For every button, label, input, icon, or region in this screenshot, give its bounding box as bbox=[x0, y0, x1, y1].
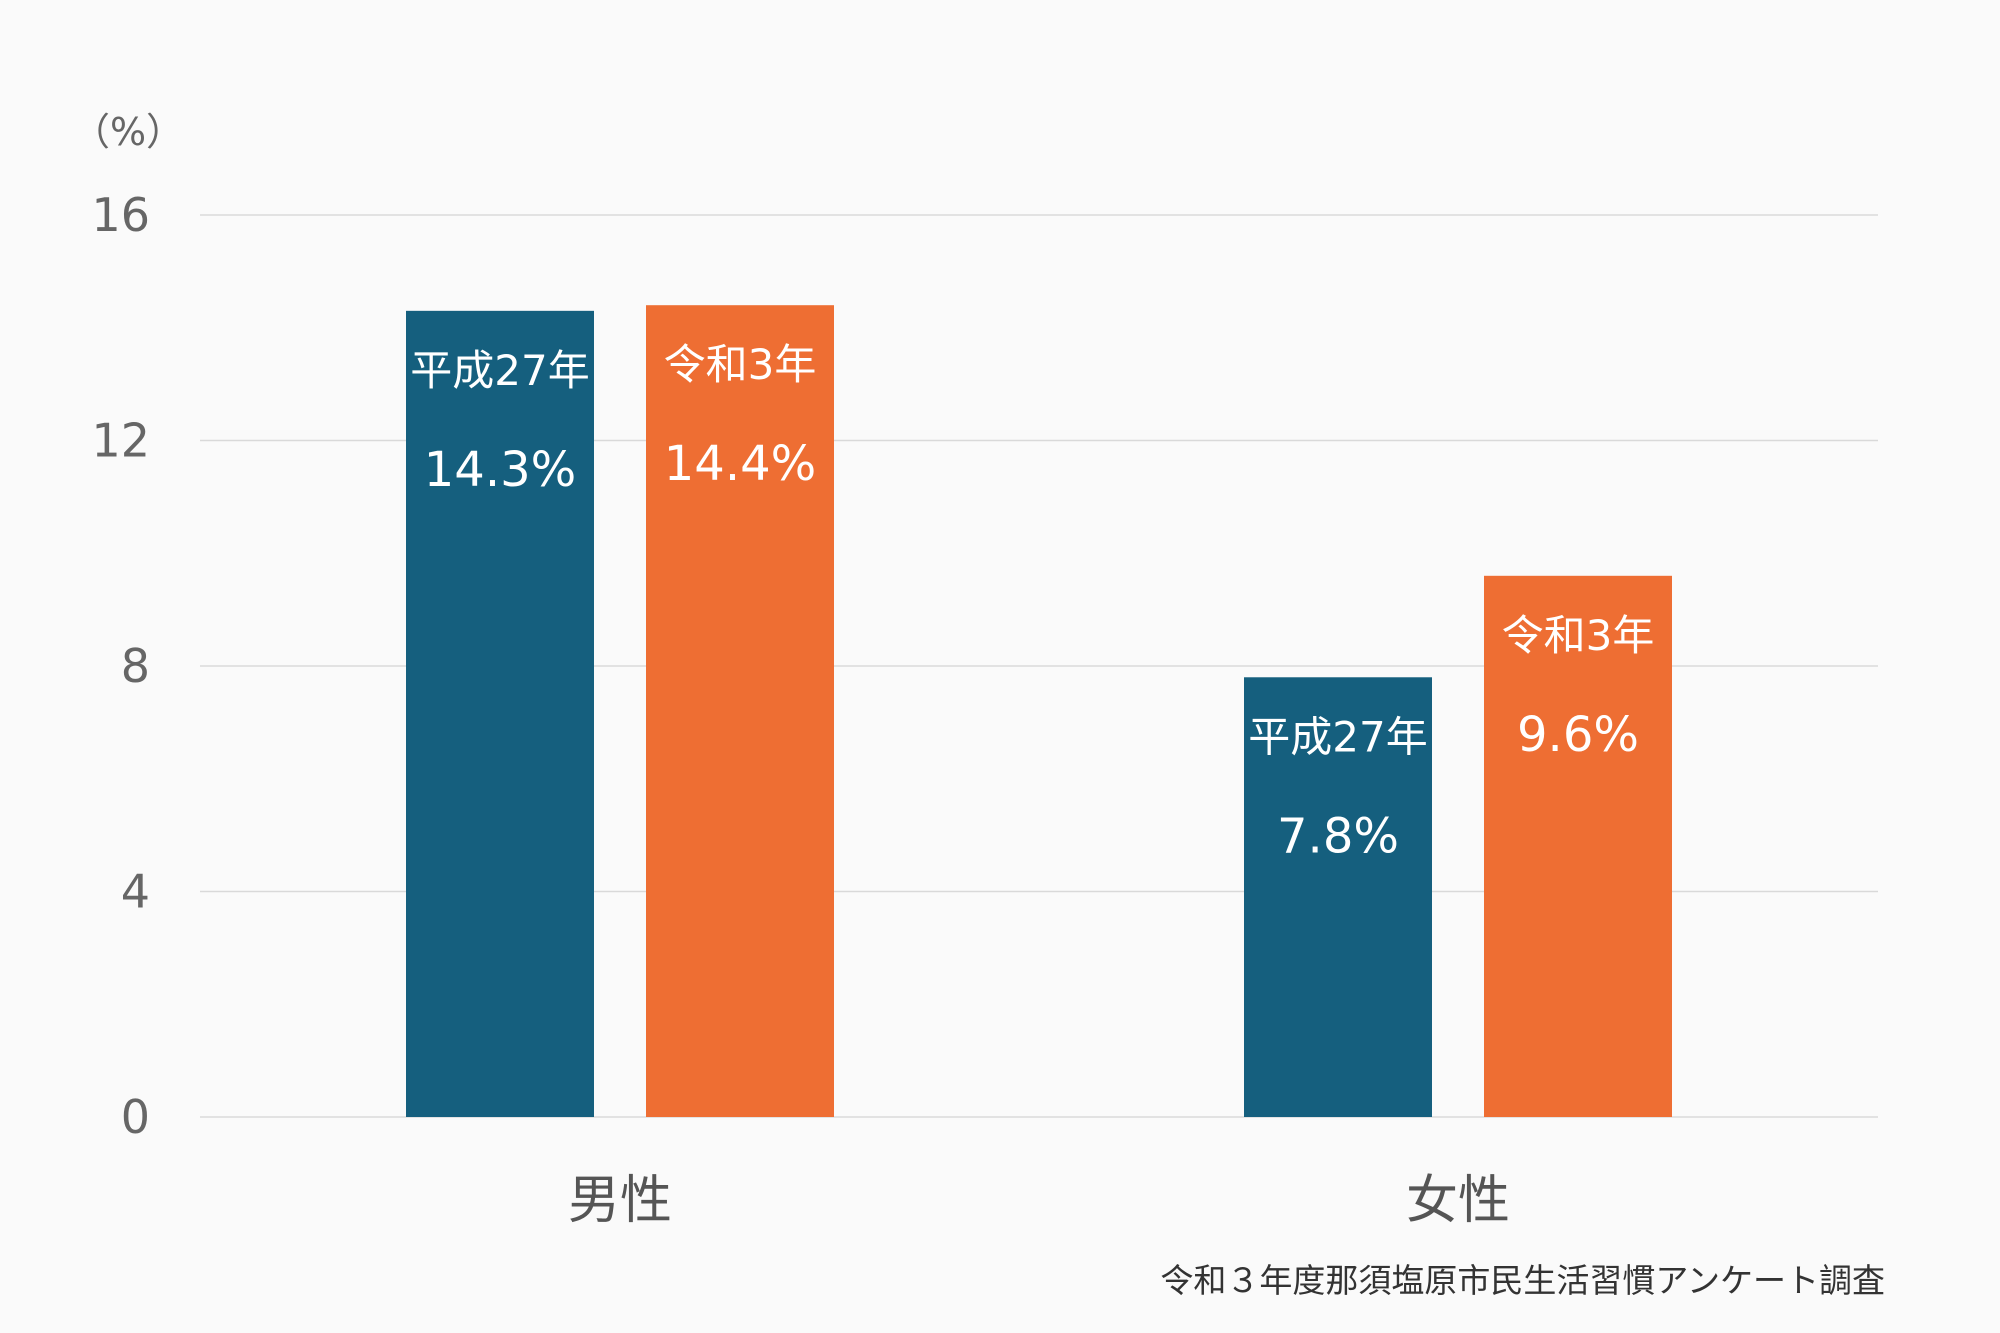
y-tick-label: 8 bbox=[121, 639, 150, 693]
y-tick-label: 4 bbox=[121, 865, 150, 919]
bar-value-label: 14.4% bbox=[664, 436, 816, 492]
bar bbox=[406, 310, 594, 1117]
bar bbox=[1484, 575, 1672, 1117]
bars bbox=[406, 305, 1672, 1117]
bar-series-label: 令和3年 bbox=[1502, 611, 1655, 660]
x-category-label: 男性 bbox=[568, 1171, 672, 1231]
source-note: 令和３年度那須塩原市民生活習慣アンケート調査 bbox=[1160, 1261, 1885, 1300]
bar-value-label: 7.8% bbox=[1277, 808, 1399, 864]
x-category-label: 女性 bbox=[1406, 1171, 1510, 1231]
y-tick-label: 12 bbox=[91, 414, 150, 468]
bar-series-label: 平成27年 bbox=[410, 346, 589, 395]
y-tick-label: 0 bbox=[121, 1090, 150, 1144]
bar-series-label: 平成27年 bbox=[1248, 712, 1427, 761]
bar bbox=[646, 305, 834, 1117]
bar-value-label: 14.3% bbox=[424, 442, 576, 498]
labels: 0 4 8 12 16 平成27年 14.3% 令和3年 14.4% 男性 平成27年 7.8% 令和3… bbox=[91, 188, 1654, 1231]
y-tick-label: 16 bbox=[91, 188, 150, 242]
bar-value-label: 9.6% bbox=[1517, 707, 1639, 763]
bar bbox=[1244, 677, 1432, 1117]
bar-series-label: 令和3年 bbox=[664, 340, 817, 389]
y-axis-unit: （%） bbox=[72, 110, 184, 154]
